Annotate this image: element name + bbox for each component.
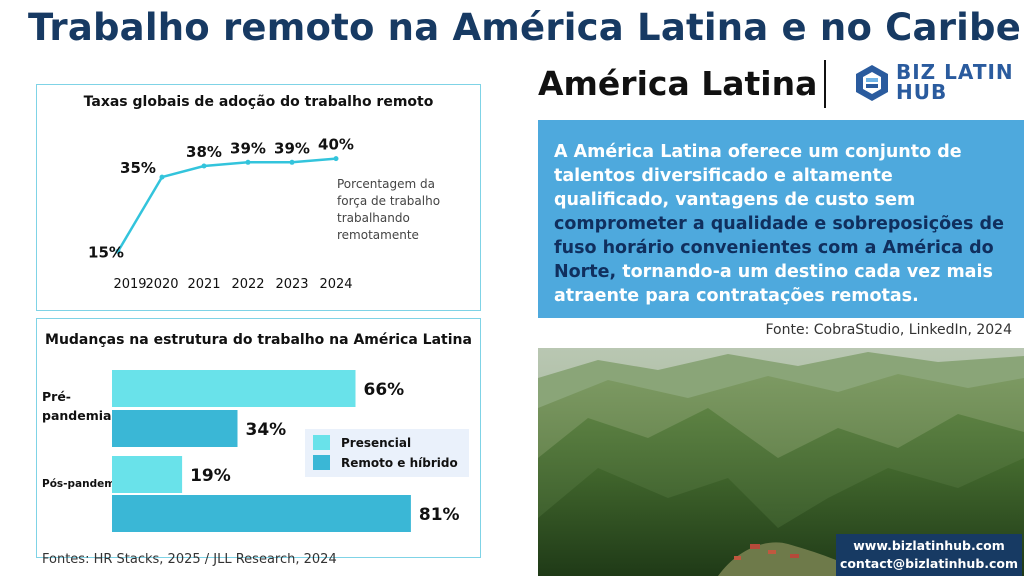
line-point [201,163,207,169]
x-tick-label: 2022 [231,277,264,292]
bar-data-label: 19% [190,466,231,486]
line-point [289,159,295,165]
bar-data-label: 81% [419,505,460,525]
legend-box [305,429,469,477]
bar-chart: Pré- pandemia Pós-pandemia 66%34%19%81% … [42,370,469,532]
logo-text-bottom: HUB [896,80,948,104]
line-point [115,248,121,254]
annotation-line-1: Porcentagem da [337,177,435,191]
header-divider [824,60,826,108]
series-line [116,157,337,253]
annotation-line-3: trabalhando [337,211,410,225]
info-text: A América Latina oferece um conjunto de … [554,140,1010,308]
info-source: Fonte: CobraStudio, LinkedIn, 2024 [765,322,1012,338]
annotation-line-4: remotamente [337,228,419,242]
logo-mark-icon [856,65,888,101]
bar-remoto [112,410,238,447]
info-text-end: tornando-a um destino cada vez mais atra… [554,262,993,306]
email-link[interactable]: contact@bizlatinhub.com [839,556,1019,571]
logo-text-top: BIZ LATIN [896,60,1014,84]
region-subtitle: América Latina [538,64,818,103]
line-chart-title: Taxas globais de adoção do trabalho remo… [83,94,434,110]
line-data-label: 38% [186,143,222,161]
x-tick-label: 2019 [113,277,146,292]
legend-swatch-remoto [313,455,330,470]
legend-label-presencial: Presencial [341,436,411,450]
charts-source: Fontes: HR Stacks, 2025 / JLL Research, … [42,552,337,567]
line-data-label: 39% [274,139,310,157]
legend-swatch-presencial [313,435,330,450]
page-title: Trabalho remoto na América Latina e no C… [28,6,1024,49]
info-box: A América Latina oferece um conjunto de … [538,120,1024,318]
x-tick-label: 2020 [145,277,178,292]
line-point [245,159,251,165]
contact-box: www.bizlatinhub.com contact@bizlatinhub.… [836,534,1022,576]
legend-label-remoto: Remoto e híbrido [341,456,458,470]
bar-data-label: 66% [364,380,405,400]
line-point [159,174,165,180]
bar-data-label: 34% [246,420,287,440]
bar-remoto [112,495,411,532]
x-tick-label: 2023 [275,277,308,292]
category-label-pre-1: Pré- [42,389,71,404]
x-tick-label: 2024 [319,277,352,292]
line-point [333,156,339,162]
line-data-label: 40% [318,136,354,154]
adoption-rate-panel: Taxas globais de adoção do trabalho remo… [36,84,481,311]
work-structure-panel: Mudanças na estrutura do trabalho na Amé… [36,318,481,558]
line-data-label: 39% [230,139,266,157]
bar-presencial [112,370,356,407]
x-tick-label: 2021 [187,277,220,292]
website-link[interactable]: www.bizlatinhub.com [853,538,1005,553]
annotation-line-2: força de trabalho [337,194,440,208]
logo-wordmark: BIZ LATIN HUB [896,62,1014,102]
bar-chart-title: Mudanças na estrutura do trabalho na Amé… [45,332,472,348]
info-text-start: A América Latina oferece um conjunto de … [554,142,962,210]
bizlatinhub-logo: BIZ LATIN HUB [852,60,1022,106]
category-label-pre-2: pandemia [42,408,111,423]
line-data-label: 35% [120,159,156,177]
category-label-post: Pós-pandemia [42,478,126,490]
line-data-label: 15% [88,243,124,261]
info-text-highlight: comprometer a qualidade e sobreposições … [554,214,1004,282]
bar-presencial [112,456,183,493]
